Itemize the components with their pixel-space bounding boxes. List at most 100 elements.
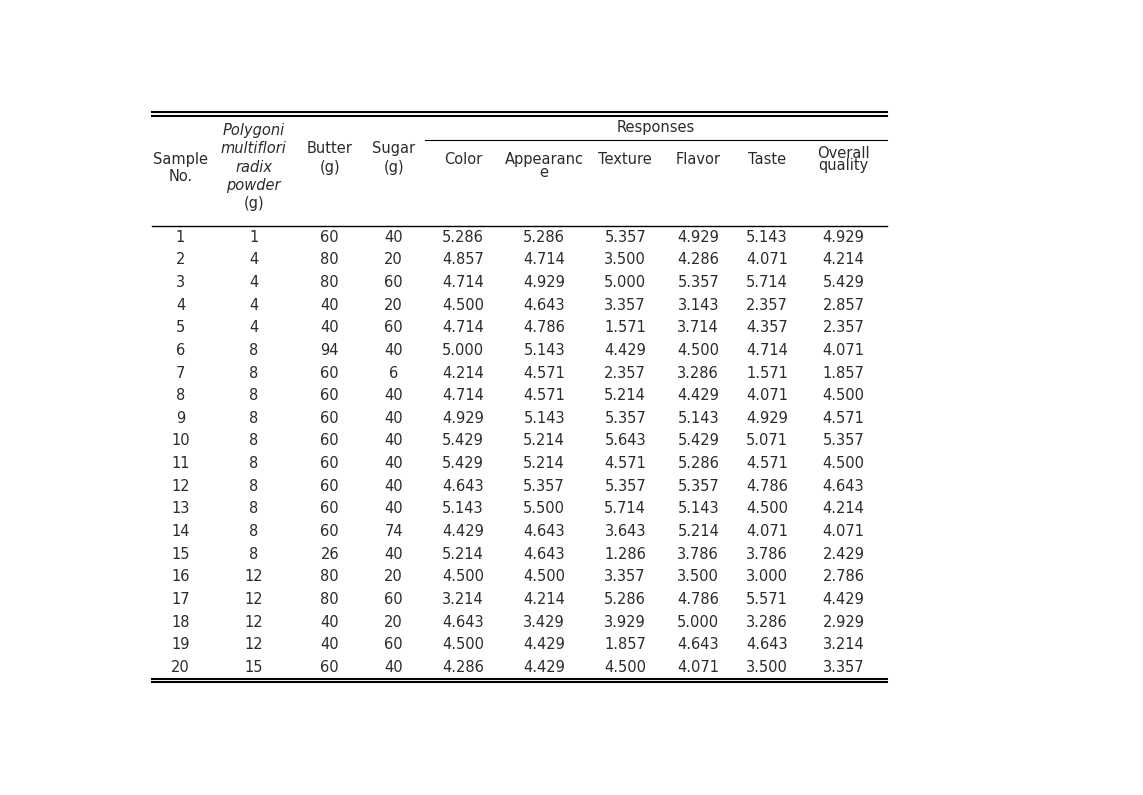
Text: 3.357: 3.357 bbox=[823, 660, 864, 675]
Text: 4.643: 4.643 bbox=[678, 638, 719, 653]
Text: Polygoni: Polygoni bbox=[223, 123, 285, 138]
Text: 13: 13 bbox=[171, 502, 190, 517]
Text: 8: 8 bbox=[249, 502, 258, 517]
Text: radix: radix bbox=[235, 160, 272, 175]
Text: 5.286: 5.286 bbox=[678, 456, 719, 471]
Text: 5.286: 5.286 bbox=[442, 230, 483, 245]
Text: 5.429: 5.429 bbox=[442, 433, 483, 448]
Text: 4.571: 4.571 bbox=[605, 456, 646, 471]
Text: 2.929: 2.929 bbox=[823, 615, 864, 630]
Text: 40: 40 bbox=[320, 615, 339, 630]
Text: 4.786: 4.786 bbox=[746, 479, 788, 494]
Text: 8: 8 bbox=[176, 388, 185, 403]
Text: 3.357: 3.357 bbox=[605, 569, 646, 584]
Text: 12: 12 bbox=[171, 479, 190, 494]
Text: 4.429: 4.429 bbox=[523, 638, 565, 653]
Text: 5.143: 5.143 bbox=[442, 502, 483, 517]
Text: 80: 80 bbox=[320, 275, 339, 290]
Text: 26: 26 bbox=[320, 547, 339, 562]
Text: 4.714: 4.714 bbox=[746, 343, 788, 358]
Text: 40: 40 bbox=[384, 433, 402, 448]
Text: 5.143: 5.143 bbox=[523, 411, 565, 426]
Text: 20: 20 bbox=[171, 660, 190, 675]
Text: 3.286: 3.286 bbox=[678, 366, 719, 381]
Text: 5.286: 5.286 bbox=[523, 230, 565, 245]
Text: 12: 12 bbox=[245, 569, 263, 584]
Text: 5.143: 5.143 bbox=[678, 411, 719, 426]
Text: 4.643: 4.643 bbox=[523, 297, 565, 312]
Text: 12: 12 bbox=[245, 638, 263, 653]
Text: 40: 40 bbox=[384, 479, 402, 494]
Text: 4: 4 bbox=[249, 252, 258, 267]
Text: 4.643: 4.643 bbox=[746, 638, 788, 653]
Text: 5.214: 5.214 bbox=[523, 456, 565, 471]
Text: 4.214: 4.214 bbox=[823, 252, 864, 267]
Text: 8: 8 bbox=[249, 547, 258, 562]
Text: 8: 8 bbox=[249, 366, 258, 381]
Text: 40: 40 bbox=[320, 638, 339, 653]
Text: 17: 17 bbox=[171, 592, 190, 607]
Text: 4.429: 4.429 bbox=[605, 343, 646, 358]
Text: 5.357: 5.357 bbox=[605, 411, 646, 426]
Text: 40: 40 bbox=[384, 502, 402, 517]
Text: No.: No. bbox=[168, 169, 193, 184]
Text: 5.286: 5.286 bbox=[605, 592, 646, 607]
Text: 4.357: 4.357 bbox=[746, 320, 788, 335]
Text: Butter: Butter bbox=[306, 142, 353, 157]
Text: 5.357: 5.357 bbox=[605, 479, 646, 494]
Text: 5.214: 5.214 bbox=[678, 524, 719, 539]
Text: 4.500: 4.500 bbox=[442, 297, 485, 312]
Text: 4.500: 4.500 bbox=[605, 660, 646, 675]
Text: 3.214: 3.214 bbox=[442, 592, 483, 607]
Text: quality: quality bbox=[818, 158, 869, 173]
Text: 5.000: 5.000 bbox=[442, 343, 485, 358]
Text: (g): (g) bbox=[243, 196, 264, 211]
Text: 4.214: 4.214 bbox=[523, 592, 565, 607]
Text: 5.071: 5.071 bbox=[746, 433, 788, 448]
Text: Appearanc: Appearanc bbox=[505, 153, 584, 167]
Text: 4.714: 4.714 bbox=[523, 252, 565, 267]
Text: 60: 60 bbox=[320, 456, 339, 471]
Text: 8: 8 bbox=[249, 456, 258, 471]
Text: 3.643: 3.643 bbox=[605, 524, 646, 539]
Text: 9: 9 bbox=[176, 411, 185, 426]
Text: 4.571: 4.571 bbox=[523, 388, 565, 403]
Text: 5.357: 5.357 bbox=[605, 230, 646, 245]
Text: 1: 1 bbox=[249, 230, 258, 245]
Text: 60: 60 bbox=[320, 366, 339, 381]
Text: 60: 60 bbox=[320, 524, 339, 539]
Text: 1.857: 1.857 bbox=[823, 366, 864, 381]
Text: 40: 40 bbox=[384, 230, 402, 245]
Text: 5.429: 5.429 bbox=[442, 456, 483, 471]
Text: 5.357: 5.357 bbox=[678, 275, 719, 290]
Text: 15: 15 bbox=[171, 547, 190, 562]
Text: 5.429: 5.429 bbox=[823, 275, 864, 290]
Text: 4.071: 4.071 bbox=[746, 252, 788, 267]
Text: 60: 60 bbox=[384, 638, 402, 653]
Text: 4.286: 4.286 bbox=[442, 660, 483, 675]
Text: 3.286: 3.286 bbox=[746, 615, 788, 630]
Text: 8: 8 bbox=[249, 411, 258, 426]
Text: 5.357: 5.357 bbox=[823, 433, 864, 448]
Text: 4.571: 4.571 bbox=[746, 456, 788, 471]
Text: 4: 4 bbox=[249, 320, 258, 335]
Text: 12: 12 bbox=[245, 615, 263, 630]
Text: 40: 40 bbox=[384, 411, 402, 426]
Text: 4.786: 4.786 bbox=[523, 320, 565, 335]
Text: 3.500: 3.500 bbox=[746, 660, 788, 675]
Text: 3.929: 3.929 bbox=[605, 615, 646, 630]
Text: 40: 40 bbox=[320, 320, 339, 335]
Text: (g): (g) bbox=[383, 160, 403, 175]
Text: 60: 60 bbox=[384, 320, 402, 335]
Text: 4.286: 4.286 bbox=[678, 252, 719, 267]
Text: 5.714: 5.714 bbox=[746, 275, 788, 290]
Text: 11: 11 bbox=[171, 456, 190, 471]
Text: 80: 80 bbox=[320, 252, 339, 267]
Text: 8: 8 bbox=[249, 433, 258, 448]
Text: 3.500: 3.500 bbox=[678, 569, 719, 584]
Text: (g): (g) bbox=[320, 160, 341, 175]
Text: 4.500: 4.500 bbox=[678, 343, 719, 358]
Text: 60: 60 bbox=[320, 411, 339, 426]
Text: 5.357: 5.357 bbox=[523, 479, 565, 494]
Text: 40: 40 bbox=[384, 660, 402, 675]
